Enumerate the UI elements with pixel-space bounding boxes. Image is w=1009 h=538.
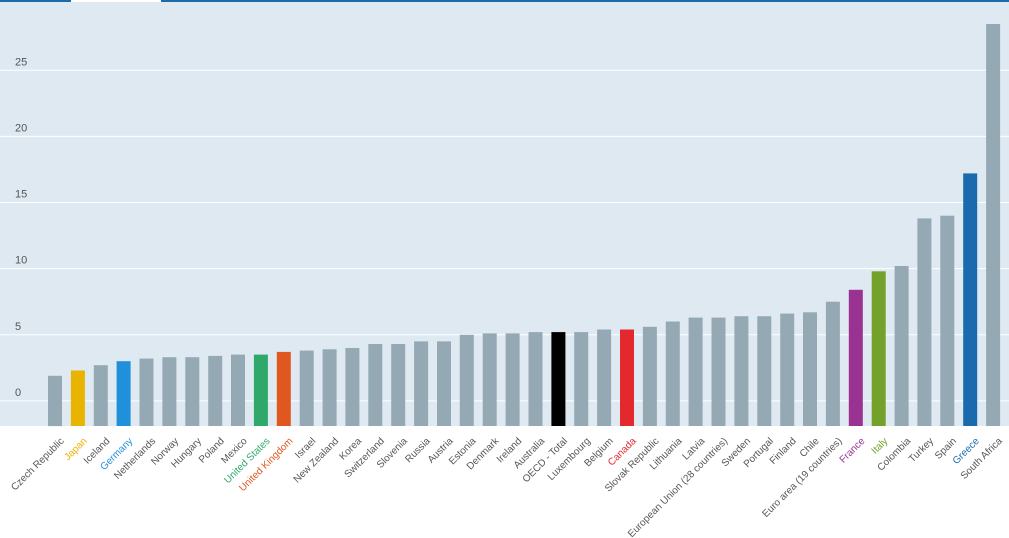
bar-estonia <box>459 334 474 426</box>
bar-iceland <box>93 365 108 426</box>
bar-australia <box>528 332 543 426</box>
bar-switzerland <box>368 344 383 426</box>
bar-czech-republic <box>48 375 62 427</box>
y-tick-label-25: 25 <box>15 56 27 68</box>
bar-new-zealand <box>322 349 337 426</box>
bar-united-states <box>253 354 268 426</box>
top-rule <box>0 0 1009 2</box>
y-tick-label-15: 15 <box>15 189 27 201</box>
bar-luxembourg <box>574 332 589 426</box>
bar-japan <box>70 370 85 426</box>
bar-united-kingdom <box>276 351 291 426</box>
bar-colombia <box>894 266 909 426</box>
bar-canada <box>620 329 634 426</box>
bar-denmark <box>482 333 497 426</box>
bar-italy <box>871 271 886 426</box>
category-label-france: France <box>838 436 868 466</box>
bar-finland <box>780 313 795 426</box>
y-tick-label-10: 10 <box>15 255 27 267</box>
bar-korea <box>345 348 360 426</box>
bar-south-africa <box>986 24 1001 426</box>
bar-spain <box>940 215 955 426</box>
bar-hungary <box>185 357 200 426</box>
category-labels: Czech RepublicJapanIcelandGermanyNetherl… <box>9 435 1005 538</box>
bar-france <box>848 289 863 426</box>
bar-russia <box>414 341 429 426</box>
bar-oecd-total <box>551 332 566 426</box>
bar-israel <box>299 350 314 426</box>
bar-slovak-republic <box>642 326 657 426</box>
bar-mexico <box>231 354 245 426</box>
category-label-turkey: Turkey <box>907 436 936 465</box>
bar-portugal <box>757 316 772 426</box>
bar-greece <box>963 173 978 426</box>
bar-poland <box>208 355 223 426</box>
y-tick-label-5: 5 <box>15 321 21 333</box>
bar-euro-area-19-countries <box>825 301 840 426</box>
bar-lithuania <box>665 321 680 426</box>
bar-turkey <box>917 218 932 426</box>
y-tick-label-0: 0 <box>15 387 21 399</box>
bar-austria <box>437 341 451 426</box>
top-tab[interactable] <box>71 0 161 2</box>
category-label-czech-republic: Czech Republic <box>9 436 66 493</box>
bar-germany <box>116 361 131 426</box>
bar-latvia <box>688 317 703 426</box>
bar-sweden <box>734 316 749 426</box>
bar-norway <box>162 357 177 426</box>
bar-ireland <box>505 333 520 426</box>
bar-european-union-28-countries <box>711 317 726 426</box>
y-axis-ticks: 0 5 10 15 20 25 <box>15 56 27 399</box>
bars <box>48 24 1001 427</box>
bar-netherlands <box>139 358 154 426</box>
bar-slovenia <box>391 344 406 426</box>
y-tick-label-20: 20 <box>15 122 27 134</box>
bar-chile <box>803 312 817 426</box>
bar-belgium <box>597 329 612 426</box>
plot-area <box>0 0 1009 426</box>
